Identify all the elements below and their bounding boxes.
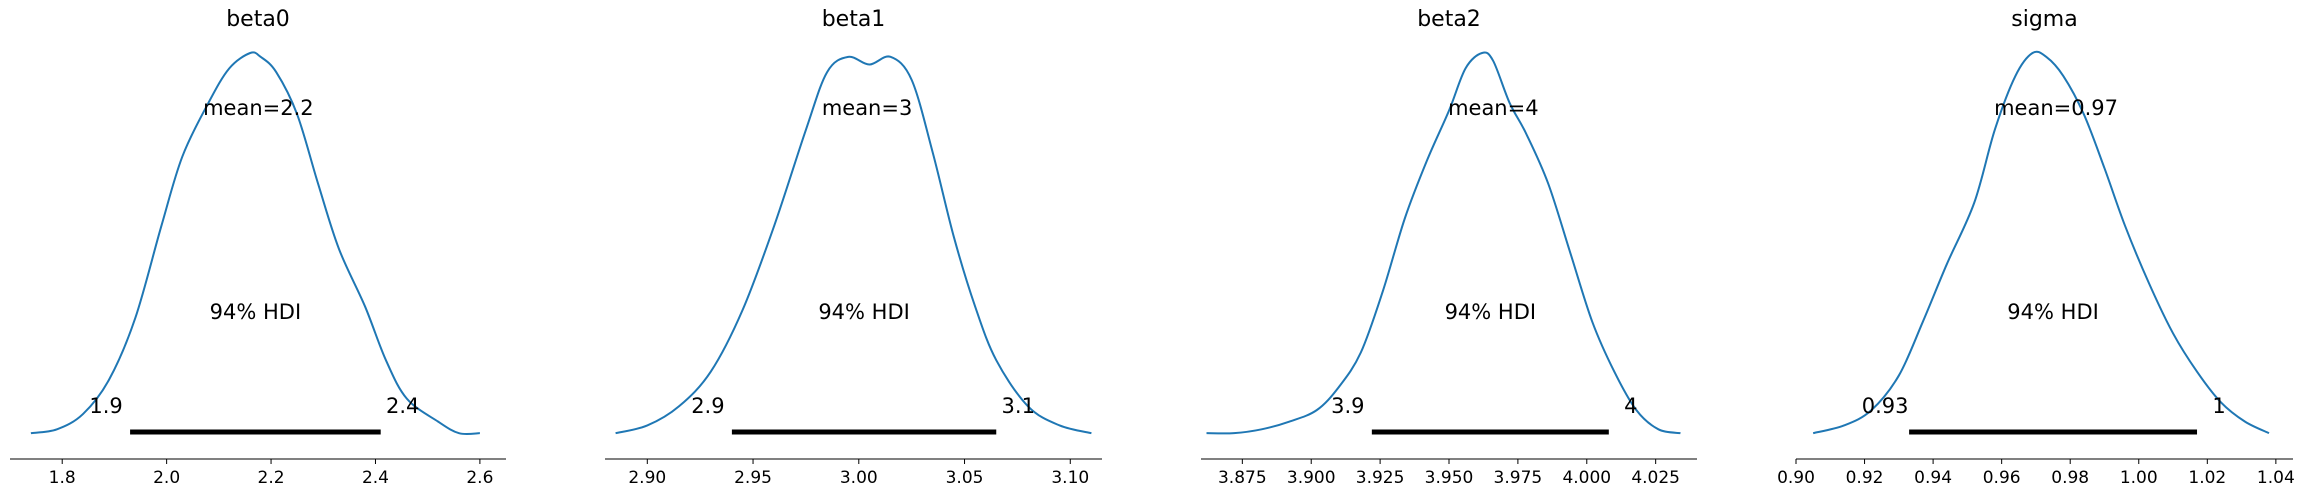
posterior-panel-beta0: beta0 mean=2.2 94% HDI 1.9 2.4 1.8 2.0 2.2 2.4 2.… (10, 7, 506, 488)
density-curve (1812, 50, 2270, 435)
x-tick-label: 0.94 (1914, 468, 1952, 488)
x-tick-label: 2.6 (466, 468, 493, 488)
x-tick-label: 1.8 (49, 468, 76, 488)
posterior-panel-beta1: beta1 mean=3 94% HDI 2.9 3.1 2.90 2.95 3.00 3.05… (605, 7, 1102, 488)
x-tick-label: 4.025 (1631, 468, 1680, 488)
x-tick-label: 1.04 (2257, 468, 2295, 488)
mean-label: mean=2.2 (203, 96, 314, 120)
hdi-low-label: 3.9 (1331, 394, 1364, 418)
posterior-panel-sigma: sigma mean=0.97 94% HDI 0.93 1 0.90 0.92 0.94 0.… (1777, 7, 2295, 488)
hdi-high-label: 3.1 (1002, 394, 1035, 418)
x-tick-label: 3.00 (840, 468, 878, 488)
hdi-low-label: 0.93 (1862, 394, 1909, 418)
x-tick-label: 2.95 (734, 468, 772, 488)
hdi-high-label: 2.4 (386, 394, 419, 418)
x-tick-label: 0.96 (1983, 468, 2021, 488)
panel-title: beta1 (822, 7, 886, 32)
x-tick-label: 3.10 (1051, 468, 1089, 488)
hdi-label: 94% HDI (818, 300, 910, 324)
x-tick-label: 0.92 (1846, 468, 1884, 488)
x-tick-label: 3.925 (1356, 468, 1405, 488)
mean-label: mean=3 (822, 96, 913, 120)
x-tick-label: 0.98 (2051, 468, 2089, 488)
posterior-panel-beta2: beta2 mean=4 94% HDI 3.9 4 3.875 3.900 3.925 3.9… (1201, 7, 1697, 488)
hdi-label: 94% HDI (1445, 300, 1537, 324)
mean-label: mean=0.97 (1994, 96, 2118, 120)
hdi-low-label: 1.9 (89, 394, 122, 418)
x-tick-label: 2.4 (362, 468, 389, 488)
x-tick-label: 3.950 (1425, 468, 1474, 488)
x-tick-label: 1.00 (2120, 468, 2158, 488)
x-tick-label: 2.0 (153, 468, 180, 488)
x-tick-label: 4.000 (1562, 468, 1611, 488)
density-curve (615, 55, 1092, 435)
x-tick-label: 3.875 (1218, 468, 1267, 488)
density-curve (30, 51, 480, 436)
hdi-high-label: 1 (2212, 394, 2225, 418)
x-tick-label: 3.900 (1287, 468, 1336, 488)
hdi-high-label: 4 (1624, 394, 1637, 418)
x-tick-label: 3.05 (946, 468, 984, 488)
x-tick-label: 2.90 (628, 468, 666, 488)
density-curve (1206, 51, 1681, 435)
x-tick-label: 0.90 (1777, 468, 1815, 488)
panel-title: beta0 (226, 7, 290, 32)
hdi-low-label: 2.9 (691, 394, 724, 418)
x-tick-label: 1.02 (2188, 468, 2226, 488)
x-tick-label: 2.2 (258, 468, 285, 488)
x-tick-label: 3.975 (1494, 468, 1543, 488)
panel-title: sigma (2011, 7, 2077, 32)
panel-title: beta2 (1417, 7, 1481, 32)
hdi-label: 94% HDI (210, 300, 302, 324)
mean-label: mean=4 (1448, 96, 1539, 120)
hdi-label: 94% HDI (2007, 300, 2099, 324)
